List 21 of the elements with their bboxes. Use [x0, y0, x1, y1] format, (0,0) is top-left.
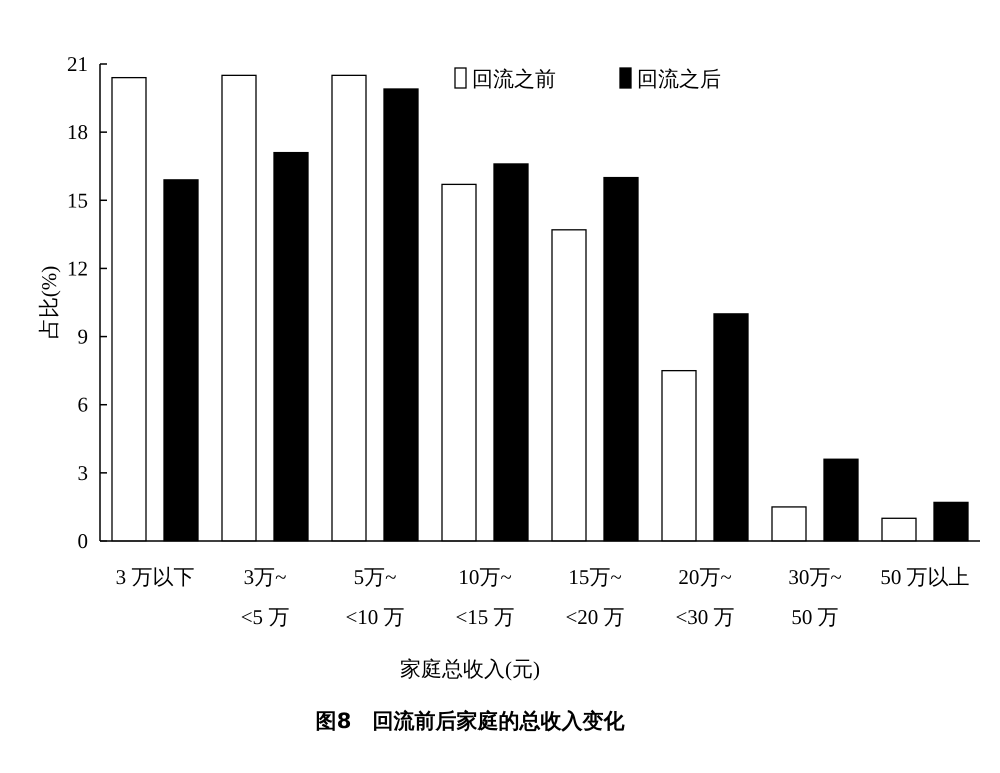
y-tick-label: 21	[67, 52, 88, 76]
x-tick-label: 30万~ 50 万	[788, 565, 842, 629]
legend-label: 回流之前	[472, 67, 556, 91]
x-tick-label: 50 万以上	[880, 565, 970, 589]
y-tick-label: 18	[67, 120, 88, 144]
x-tick-label: 15万~ <20 万	[565, 565, 625, 629]
text: 图8 回流前后家庭的总收入变化	[316, 709, 626, 733]
y-tick-label: 15	[67, 188, 88, 212]
y-tick-label: 6	[78, 392, 88, 417]
x-tick-label: 5万~ <10 万	[345, 565, 405, 629]
y-tick-label: 0	[78, 529, 88, 553]
x-tick-label: 3 万以下	[116, 565, 194, 589]
y-axis-title: 占比(%)	[37, 266, 61, 340]
y-tick-label: 9	[78, 324, 88, 349]
x-tick-label: 20万~ <30 万	[675, 565, 735, 629]
y-tick-label: 3	[78, 460, 88, 485]
legend-label: 回流之后	[637, 67, 721, 91]
x-tick-label: 10万~ <15 万	[455, 565, 515, 629]
y-tick-label: 12	[67, 256, 88, 280]
x-tick-label: 3万~ <5 万	[240, 565, 290, 629]
x-axis-title: 家庭总收入(元)	[400, 657, 540, 681]
